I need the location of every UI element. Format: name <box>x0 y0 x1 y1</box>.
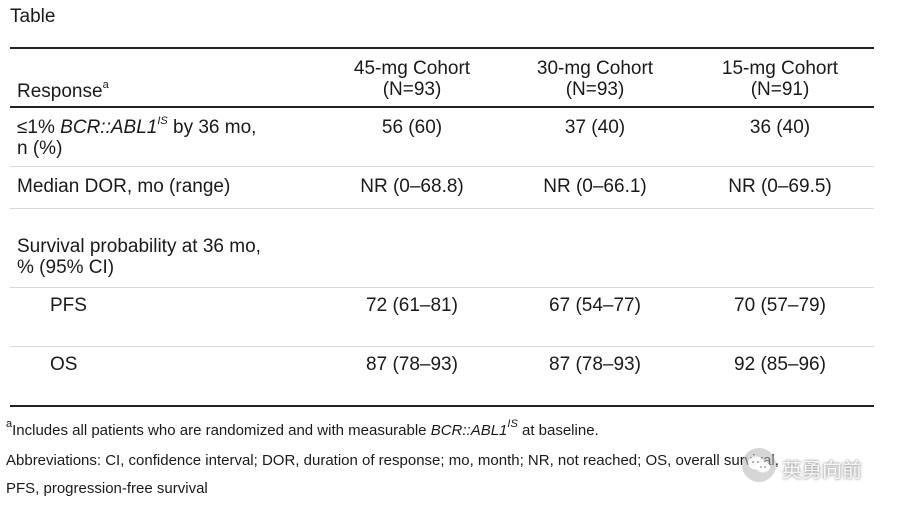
top-rule <box>10 47 874 49</box>
cohort-30-n: (N=93) <box>565 79 625 100</box>
row3-label-line2: % (95% CI) <box>17 257 115 278</box>
wechat-icon <box>742 448 776 482</box>
cohort-15-n: (N=91) <box>750 79 810 100</box>
footnote-a-sup: IS <box>507 418 518 430</box>
row4-value-15: 70 (57–79) <box>734 295 826 316</box>
footnote-abbreviations-line2: PFS, progression-free survival <box>6 480 208 497</box>
header-response-label: Response <box>17 81 103 102</box>
header-cohort-45: 45-mg Cohort (N=93) <box>327 58 497 100</box>
row1-label-prefix: ≤1% <box>17 117 61 138</box>
header-cohort-15: 15-mg Cohort (N=91) <box>695 58 865 100</box>
header-response-sup: a <box>102 78 109 91</box>
row2-value-15: NR (0–69.5) <box>728 176 832 197</box>
row1-value-30: 37 (40) <box>564 117 626 138</box>
cohort-15-name: 15-mg Cohort <box>721 58 839 79</box>
row3-label-line1: Survival probability at 36 mo, <box>17 236 261 257</box>
row5-value-45: 87 (78–93) <box>366 354 458 375</box>
header-cohort-30: 30-mg Cohort (N=93) <box>510 58 680 100</box>
row-pfs-label: PFS <box>50 295 87 316</box>
row-divider <box>10 208 874 209</box>
row-survival-probability-label: Survival probability at 36 mo, % (95% CI… <box>17 236 261 278</box>
cohort-30-name: 30-mg Cohort <box>536 58 654 79</box>
bottom-rule <box>10 405 874 407</box>
watermark: 英勇向前 <box>742 448 882 488</box>
cohort-45-n: (N=93) <box>382 79 442 100</box>
row1-value-15: 36 (40) <box>749 117 811 138</box>
row1-value-45: 56 (60) <box>381 117 443 138</box>
header-response: Responsea <box>17 78 109 102</box>
footnote-a-text2: at baseline. <box>517 422 599 439</box>
row2-value-45: NR (0–68.8) <box>360 176 464 197</box>
row-median-dor-label: Median DOR, mo (range) <box>17 176 231 197</box>
row-divider <box>10 287 874 288</box>
row1-label-suffix: by 36 mo, <box>167 117 257 138</box>
footnote-a-marker: a <box>6 418 13 430</box>
row1-label-gene: BCR::ABL1 <box>60 117 158 138</box>
row-divider <box>10 166 874 167</box>
row4-value-45: 72 (61–81) <box>366 295 458 316</box>
footnote-a-text1: Includes all patients who are randomized… <box>12 422 431 439</box>
row2-value-30: NR (0–66.1) <box>543 176 647 197</box>
watermark-text: 英勇向前 <box>782 458 862 482</box>
row-os-label: OS <box>50 354 78 375</box>
row5-value-30: 87 (78–93) <box>549 354 641 375</box>
row1-label-line2: n (%) <box>17 138 63 159</box>
row4-value-30: 67 (54–77) <box>549 295 641 316</box>
cohort-45-name: 45-mg Cohort <box>353 58 471 79</box>
footnote-a: aIncludes all patients who are randomize… <box>6 419 599 440</box>
row5-value-15: 92 (85–96) <box>734 354 826 375</box>
row-molecular-response-label: ≤1% BCR::ABL1IS by 36 mo, n (%) <box>17 114 257 159</box>
row1-label-sup: IS <box>157 114 168 127</box>
footnote-abbreviations-line1: Abbreviations: CI, confidence interval; … <box>6 452 779 469</box>
row-divider <box>10 346 874 347</box>
header-rule <box>10 106 874 108</box>
table-title: Table <box>10 6 56 27</box>
footnote-a-gene: BCR::ABL1 <box>430 422 508 439</box>
